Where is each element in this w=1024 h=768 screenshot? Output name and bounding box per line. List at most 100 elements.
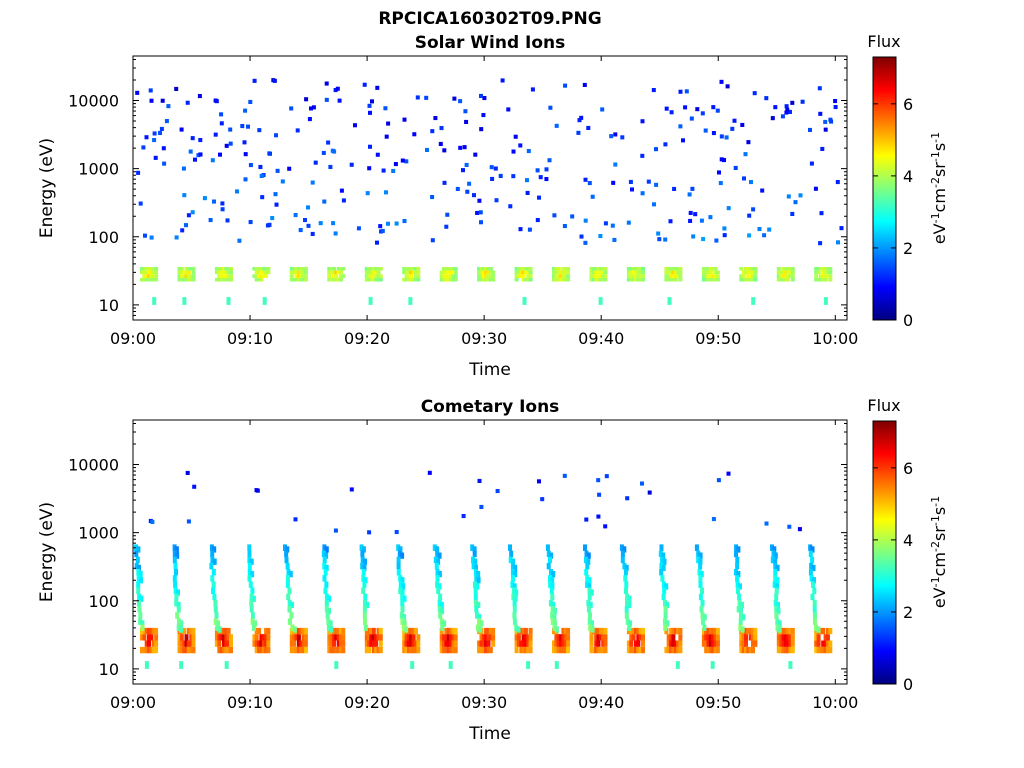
heatmap-cell xyxy=(697,569,702,576)
heatmap-cell xyxy=(523,646,528,654)
heatmap-cell xyxy=(229,646,233,654)
heatmap-cell xyxy=(634,267,638,271)
heatmap-cell xyxy=(254,277,259,282)
heatmap-cell xyxy=(828,277,833,282)
heatmap-cell xyxy=(176,601,181,609)
heatmap-cell xyxy=(774,612,779,619)
heatmap-cell xyxy=(327,267,332,271)
heatmap-cell xyxy=(629,277,634,282)
heatmap-cell xyxy=(631,267,636,271)
heatmap-cell xyxy=(449,634,453,641)
heatmap-cell xyxy=(191,634,196,641)
heatmap-cell xyxy=(711,640,716,647)
heatmap-cell xyxy=(299,640,304,647)
heatmap-cell xyxy=(182,646,187,654)
heatmap-cell xyxy=(356,226,361,231)
heatmap-cell xyxy=(570,214,575,219)
heatmap-cell xyxy=(603,646,608,654)
heatmap-cell xyxy=(334,627,339,635)
heatmap-cell xyxy=(488,277,493,282)
heatmap-cell xyxy=(370,99,374,104)
heatmap-cell xyxy=(179,640,184,647)
heatmap-cell xyxy=(248,99,253,104)
heatmap-cell xyxy=(545,544,550,551)
heatmap-cell xyxy=(715,640,720,647)
heatmap-cell xyxy=(472,193,476,198)
x-ticks: 09:00 09:10 09:20 09:30 09:40 09:50 10:00 xyxy=(110,56,858,348)
heatmap-cell xyxy=(622,562,627,570)
heatmap-cell xyxy=(669,267,674,271)
heatmap-cell xyxy=(563,627,568,635)
heatmap-cell xyxy=(222,646,226,654)
heatmap-cell xyxy=(790,270,795,275)
heatmap-cell xyxy=(511,575,515,582)
heatmap-cell xyxy=(479,620,484,627)
heatmap-cell xyxy=(242,140,247,145)
heatmap-cell xyxy=(513,564,518,572)
heatmap-cell xyxy=(814,640,819,647)
heatmap-cell xyxy=(399,612,404,619)
heatmap-cell xyxy=(257,128,262,133)
heatmap-cell xyxy=(299,646,304,654)
heatmap-cell xyxy=(678,627,683,635)
heatmap-cell xyxy=(669,277,674,282)
heatmap-cell xyxy=(144,640,149,647)
heatmap-cell xyxy=(771,550,776,558)
heatmap-cell xyxy=(628,620,633,627)
heatmap-cell xyxy=(298,228,303,233)
heatmap-cell xyxy=(364,627,369,635)
heatmap-cell xyxy=(700,111,705,116)
heatmap-cell xyxy=(164,119,169,124)
heatmap-cell xyxy=(519,640,524,647)
heatmap-cell xyxy=(552,640,556,647)
heatmap-cell xyxy=(442,646,446,654)
heatmap-cell xyxy=(186,213,191,218)
heatmap-cell xyxy=(733,165,738,170)
heatmap-cell xyxy=(140,277,144,282)
heatmap-cell xyxy=(378,640,383,647)
heatmap-cell xyxy=(287,618,292,625)
heatmap-cell xyxy=(790,640,795,647)
heatmap-cell xyxy=(296,627,301,635)
heatmap-cell xyxy=(828,640,833,647)
heatmap-cell xyxy=(479,220,483,225)
heatmap-cell xyxy=(413,277,418,282)
heatmap-cell xyxy=(736,606,741,613)
heatmap-cell xyxy=(437,552,442,559)
heatmap-cell xyxy=(140,270,144,275)
heatmap-cell xyxy=(816,626,821,633)
panel-title: Cometary Ions xyxy=(421,397,560,417)
heatmap-cell xyxy=(304,97,309,102)
heatmap-cell xyxy=(746,270,751,275)
heatmap-cell xyxy=(706,274,711,278)
y-tick-label: 10000 xyxy=(68,456,119,475)
heatmap-cell xyxy=(257,274,262,278)
heatmap-cell xyxy=(556,640,561,647)
heatmap-cell xyxy=(396,544,401,551)
heatmap-cell xyxy=(663,612,668,619)
heatmap-cell xyxy=(210,556,215,564)
heatmap-cell xyxy=(229,640,233,647)
heatmap-cell xyxy=(477,478,482,483)
heatmap-cell xyxy=(596,274,601,278)
heatmap-cell xyxy=(611,180,616,185)
heatmap-cell xyxy=(783,267,788,271)
heatmap-cell xyxy=(229,277,233,282)
heatmap-cell xyxy=(775,564,780,572)
heatmap-cell xyxy=(671,277,676,282)
heatmap-cell xyxy=(179,646,184,654)
heatmap-cell xyxy=(401,624,406,631)
heatmap-cell xyxy=(781,634,786,641)
heatmap-cell xyxy=(786,640,791,647)
heatmap-cell xyxy=(554,267,559,271)
heatmap-cell xyxy=(322,544,327,551)
heatmap-cell xyxy=(224,646,229,654)
heatmap-cell xyxy=(289,640,294,647)
heatmap-cell xyxy=(210,575,215,582)
heatmap-cell xyxy=(214,612,219,619)
heatmap-cell xyxy=(481,640,486,647)
heatmap-cell xyxy=(776,274,781,278)
heatmap-cell xyxy=(149,235,154,240)
heatmap-cell xyxy=(437,599,442,607)
